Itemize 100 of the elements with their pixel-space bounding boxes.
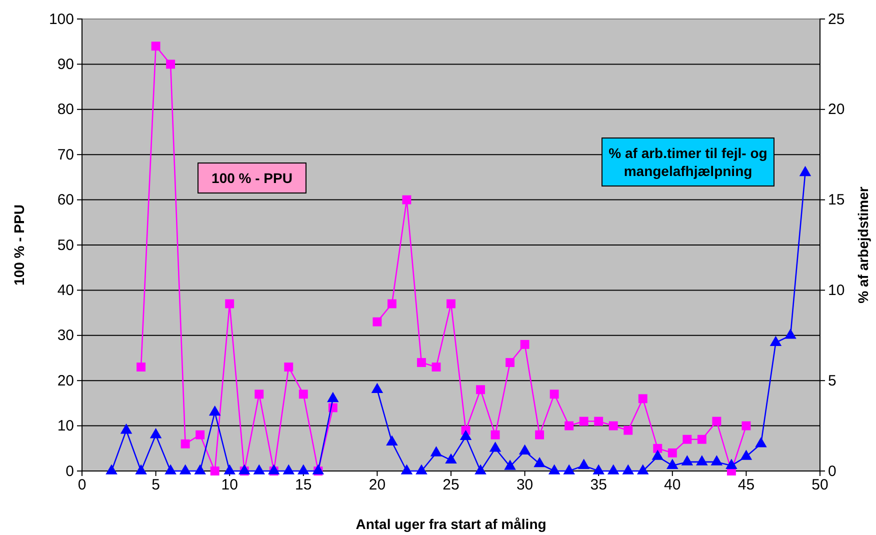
point [504, 460, 516, 470]
point [402, 195, 412, 204]
y-tick-label: 30 [57, 327, 74, 344]
y-tick-label: 100 [48, 10, 74, 28]
point [194, 464, 206, 474]
y2-axis-title: % af arbejdstimer [855, 186, 871, 304]
point [579, 416, 588, 426]
x-tick-label: 10 [221, 476, 238, 494]
y-tick-label: 80 [57, 101, 74, 118]
y2-tick-label: 0 [828, 462, 836, 480]
y2-tick-label: 20 [828, 101, 845, 118]
point [179, 464, 192, 474]
point [563, 464, 575, 474]
point [120, 424, 132, 434]
point [476, 385, 485, 394]
point [799, 166, 812, 176]
point [268, 464, 280, 474]
point [506, 358, 515, 367]
point [254, 390, 264, 399]
point [417, 358, 426, 367]
point [608, 421, 618, 430]
point [490, 430, 500, 440]
point [578, 458, 590, 469]
point [460, 430, 472, 440]
point [622, 464, 634, 474]
point [164, 464, 176, 474]
point [430, 446, 442, 456]
point [166, 60, 176, 69]
point [710, 455, 723, 466]
point [224, 464, 236, 474]
point [696, 455, 708, 466]
y-tick-label: 60 [57, 192, 74, 209]
point [416, 464, 428, 474]
point [518, 444, 531, 455]
point [327, 392, 339, 402]
point [312, 464, 324, 474]
point [712, 416, 722, 426]
point [208, 405, 221, 416]
point [298, 464, 310, 474]
point [387, 299, 396, 308]
point [638, 394, 648, 404]
point [180, 439, 190, 448]
point [742, 421, 751, 430]
point [697, 434, 706, 444]
point [225, 299, 234, 308]
point [682, 434, 692, 444]
y-tick-label: 40 [57, 282, 74, 299]
point [474, 464, 486, 474]
text: 100 % - PPU [212, 170, 292, 186]
point [681, 455, 694, 466]
point [668, 448, 677, 458]
point [652, 450, 664, 460]
point [770, 336, 782, 346]
x-tick-label: 35 [590, 476, 607, 494]
point [253, 464, 266, 474]
y-tick-label: 10 [57, 418, 74, 435]
x-tick-label: 5 [152, 476, 160, 494]
point [371, 382, 384, 394]
point [784, 328, 796, 339]
y-tick-label: 20 [57, 372, 74, 390]
text: % af arb.timer til fejl- og mangelafhjælpning [608, 145, 768, 179]
point [151, 42, 160, 51]
point [489, 442, 502, 452]
point [445, 453, 457, 464]
point [755, 437, 767, 448]
x-tick-label: 45 [738, 476, 755, 494]
point [740, 450, 752, 460]
point [592, 464, 604, 474]
x-tick-label: 25 [442, 476, 460, 494]
point [594, 416, 604, 426]
point [520, 340, 530, 349]
x-tick-label: 15 [295, 476, 312, 494]
point [607, 464, 620, 474]
y2-tick-label: 15 [828, 192, 845, 209]
point [432, 362, 441, 372]
point [400, 464, 413, 474]
point [372, 317, 382, 326]
point [282, 464, 295, 474]
y-tick-label: 0 [66, 462, 74, 480]
y2-tick-label: 10 [828, 282, 845, 299]
x-tick-label: 40 [664, 476, 681, 494]
point [548, 464, 560, 474]
point [196, 430, 205, 440]
point [238, 464, 250, 474]
point [564, 421, 574, 430]
point [653, 444, 662, 453]
point [136, 362, 146, 372]
x-tick-label: 30 [516, 476, 534, 494]
point [150, 428, 162, 438]
y2-tick-label: 25 [828, 10, 845, 28]
y-tick-label: 50 [57, 236, 74, 254]
point [284, 362, 294, 372]
point [210, 466, 220, 476]
point [534, 456, 546, 468]
x-tick-label: 20 [368, 476, 386, 494]
x-tick-label: 50 [812, 476, 828, 494]
y2-tick-label: 5 [828, 372, 836, 390]
x-tick-label: 0 [78, 476, 86, 494]
point [106, 464, 118, 474]
point [535, 430, 544, 440]
